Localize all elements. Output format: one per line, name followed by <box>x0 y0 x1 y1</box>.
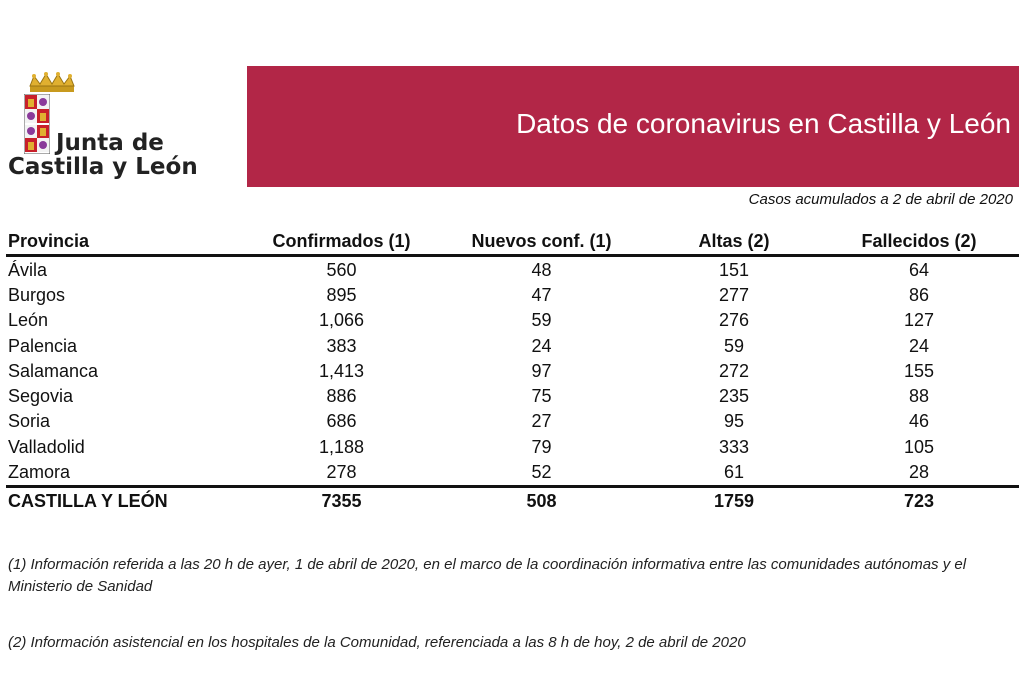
cell-provincia: Segovia <box>8 386 74 407</box>
cell-altas: 95 <box>723 411 745 432</box>
table-row: Burgos 895 47 277 86 <box>6 282 1019 307</box>
cell-nuevos: 52 <box>531 462 552 483</box>
cell-fallecidos: 155 <box>903 360 935 381</box>
table-row: Zamora 278 52 61 28 <box>6 459 1019 486</box>
total-altas: 1759 <box>649 484 819 514</box>
cell-fallecidos: 46 <box>908 411 930 432</box>
cell-fallecidos: 88 <box>908 386 930 407</box>
cases-table: Provincia Confirmados (1) Nuevos conf. (… <box>6 224 1019 514</box>
table-row: Ávila 560 48 151 64 <box>6 256 1019 283</box>
cell-confirmados: 686 <box>326 411 357 432</box>
cell-confirmados: 383 <box>326 335 357 356</box>
cell-confirmados: 560 <box>326 259 357 280</box>
table-header-row: Provincia Confirmados (1) Nuevos conf. (… <box>6 224 1019 257</box>
cell-altas: 333 <box>718 436 750 457</box>
cell-confirmados: 895 <box>326 284 357 305</box>
cell-nuevos: 47 <box>531 284 552 305</box>
total-nuevos: 508 <box>434 484 649 514</box>
crown-icon <box>29 72 75 92</box>
table-row: Valladolid 1,188 79 333 105 <box>6 434 1019 459</box>
cell-confirmados: 1,066 <box>318 310 365 331</box>
cell-nuevos: 59 <box>531 310 552 331</box>
cell-altas: 61 <box>723 462 745 483</box>
cell-nuevos: 75 <box>531 386 552 407</box>
title-banner: Datos de coronavirus en Castilla y León <box>247 66 1019 187</box>
table-row: Palencia 383 24 59 24 <box>6 333 1019 358</box>
cell-provincia: Palencia <box>8 335 78 356</box>
table-row: León 1,066 59 276 127 <box>6 308 1019 333</box>
total-confirmados: 7355 <box>249 484 434 514</box>
cell-fallecidos: 105 <box>903 436 935 457</box>
cell-provincia: Valladolid <box>8 436 85 457</box>
total-fallecidos: 723 <box>819 484 1019 514</box>
coat-of-arms-icon <box>24 94 50 154</box>
cell-fallecidos: 28 <box>908 462 930 483</box>
header-confirmados: Confirmados (1) <box>249 224 434 257</box>
footnote-2: (2) Información asistencial en los hospi… <box>8 634 746 651</box>
cell-fallecidos: 86 <box>908 284 930 305</box>
cell-altas: 151 <box>718 259 750 280</box>
cell-altas: 272 <box>718 360 750 381</box>
cell-nuevos: 48 <box>531 259 552 280</box>
cell-nuevos: 27 <box>531 411 552 432</box>
cell-confirmados: 1,413 <box>318 360 365 381</box>
junta-logo: Junta de Castilla y León <box>8 72 198 192</box>
cell-provincia: León <box>8 310 49 331</box>
cell-nuevos: 24 <box>531 335 552 356</box>
cell-provincia: Soria <box>8 411 51 432</box>
cell-provincia: Burgos <box>8 284 66 305</box>
date-subtitle: Casos acumulados a 2 de abril de 2020 <box>748 191 1013 208</box>
logo-text-line1: Junta de <box>56 130 164 156</box>
table-total-row: CASTILLA Y LEÓN 7355 508 1759 723 <box>6 484 1019 514</box>
cell-provincia: Ávila <box>8 259 48 280</box>
cell-confirmados: 278 <box>326 462 357 483</box>
cell-altas: 59 <box>723 335 745 356</box>
table-row: Soria 686 27 95 46 <box>6 409 1019 434</box>
table-row: Salamanca 1,413 97 272 155 <box>6 358 1019 383</box>
cell-provincia: Zamora <box>8 462 71 483</box>
cell-confirmados: 886 <box>326 386 357 407</box>
cell-altas: 276 <box>718 310 750 331</box>
footnote-1: (1) Información referida a las 20 h de a… <box>8 556 967 595</box>
cell-fallecidos: 127 <box>903 310 935 331</box>
total-label: CASTILLA Y LEÓN <box>6 484 249 514</box>
cell-altas: 235 <box>718 386 750 407</box>
cell-nuevos: 97 <box>531 360 552 381</box>
cell-nuevos: 79 <box>531 436 552 457</box>
logo-text-line2: Castilla y León <box>8 154 198 180</box>
page-title: Datos de coronavirus en Castilla y León <box>516 108 1011 139</box>
header-provincia: Provincia <box>6 224 249 257</box>
cell-provincia: Salamanca <box>8 360 99 381</box>
header-altas: Altas (2) <box>649 224 819 257</box>
cell-altas: 277 <box>718 284 750 305</box>
cell-fallecidos: 64 <box>908 259 930 280</box>
cell-fallecidos: 24 <box>908 335 930 356</box>
header-nuevos: Nuevos conf. (1) <box>434 224 649 257</box>
cell-confirmados: 1,188 <box>318 436 365 457</box>
table-row: Segovia 886 75 235 88 <box>6 383 1019 408</box>
header-fallecidos: Fallecidos (2) <box>819 224 1019 257</box>
